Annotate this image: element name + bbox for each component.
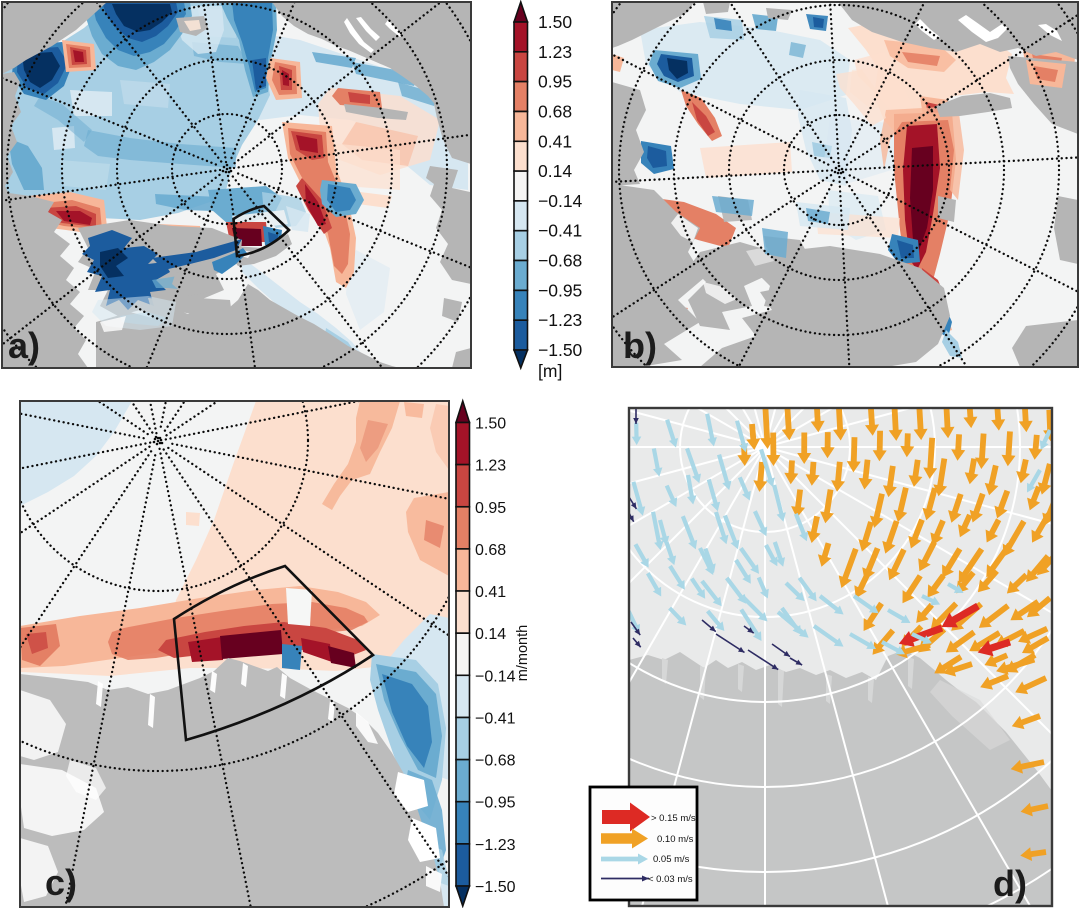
svg-text:−0.68: −0.68 (538, 251, 582, 271)
svg-text:0.68: 0.68 (475, 542, 506, 559)
svg-text:d): d) (993, 863, 1027, 904)
svg-text:0.68: 0.68 (538, 102, 572, 122)
svg-text:−0.14: −0.14 (538, 191, 583, 211)
svg-text:−1.50: −1.50 (475, 879, 516, 896)
svg-text:0.95: 0.95 (475, 500, 506, 517)
svg-text:0.95: 0.95 (538, 72, 572, 92)
svg-text:1.23: 1.23 (538, 42, 572, 62)
svg-text:0.14: 0.14 (538, 161, 572, 181)
svg-text:> 0.15 m/s: > 0.15 m/s (651, 813, 696, 824)
svg-text:0.41: 0.41 (538, 131, 572, 151)
svg-text:−1.23: −1.23 (475, 837, 516, 854)
svg-text:< 0.03 m/s: < 0.03 m/s (648, 874, 693, 885)
svg-text:−0.95: −0.95 (475, 795, 516, 812)
svg-text:−0.95: −0.95 (538, 280, 582, 300)
svg-text:0.05 m/s: 0.05 m/s (653, 854, 690, 865)
svg-text:b): b) (623, 325, 657, 366)
svg-text:1.50: 1.50 (538, 12, 572, 32)
svg-text:−0.41: −0.41 (538, 221, 582, 241)
svg-text:a): a) (8, 325, 40, 366)
svg-text:0.10 m/s: 0.10 m/s (657, 834, 694, 845)
svg-text:−0.68: −0.68 (475, 753, 516, 770)
svg-text:−0.41: −0.41 (475, 711, 516, 728)
svg-text:−0.14: −0.14 (475, 668, 516, 685)
svg-text:m/month: m/month (515, 625, 531, 681)
svg-text:1.50: 1.50 (475, 416, 506, 433)
svg-text:−1.50: −1.50 (538, 340, 583, 360)
svg-text:0.14: 0.14 (475, 626, 506, 643)
svg-text:c): c) (45, 862, 77, 903)
svg-text:0.41: 0.41 (475, 584, 506, 601)
svg-text:[m]: [m] (538, 361, 562, 381)
svg-text:1.23: 1.23 (475, 458, 506, 475)
svg-text:−1.23: −1.23 (538, 310, 582, 330)
